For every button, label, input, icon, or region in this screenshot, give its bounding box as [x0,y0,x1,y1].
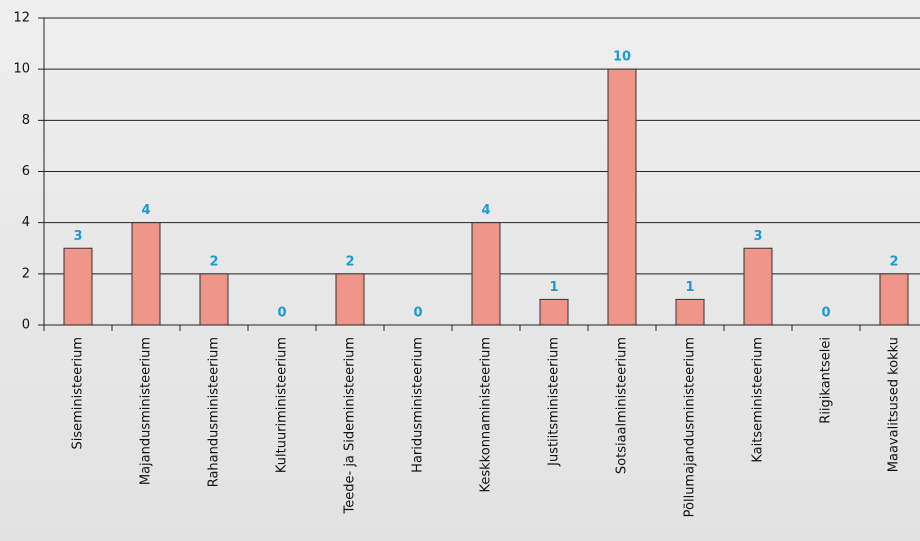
value-label: 4 [141,203,150,218]
x-tick-label: Rahandusministeerium [207,337,222,487]
value-label: 3 [73,229,82,244]
y-tick-label: 6 [22,164,30,179]
y-tick-label: 0 [22,318,30,333]
x-tick-label: Teede- ja Sideministeerium [343,337,358,514]
value-label: 3 [753,229,762,244]
bar [676,299,704,325]
y-tick-label: 12 [13,11,30,26]
y-tick-label: 2 [22,266,30,281]
value-label: 2 [889,254,898,269]
bar [608,69,636,325]
x-tick-label: Riigikantselei [819,337,834,424]
bar [336,274,364,325]
value-label: 2 [345,254,354,269]
x-tick-label: Siseministeerium [71,337,86,450]
bar [64,248,92,325]
x-tick-label: Maavalitsused kokku [887,337,902,472]
value-label: 1 [685,280,694,295]
bar [132,223,160,325]
value-label: 1 [549,280,558,295]
bar [880,274,908,325]
x-tick-label: Kultuuriministeerium [275,337,290,473]
bar [200,274,228,325]
bar [472,223,500,325]
x-tick-label: Haridusministeerium [411,337,426,473]
value-label: 0 [821,306,830,321]
x-tick-label: Kaitseministeerium [751,337,766,463]
x-tick-label: Sotsiaalministeerium [615,337,630,474]
value-label: 4 [481,203,490,218]
x-tick-label: Justiitsministeerium [547,337,562,467]
value-label: 10 [613,50,631,65]
bar [540,299,568,325]
chart: 0246810123Siseministeerium4Majandusminis… [0,0,920,541]
x-tick-label: Põllumajandusministeerium [683,337,698,517]
y-tick-label: 10 [13,62,30,77]
bar [744,248,772,325]
value-label: 0 [277,306,286,321]
x-tick-label: Keskkonnaministeerium [479,337,494,493]
x-tick-label: Majandusministeerium [139,337,154,485]
y-tick-label: 4 [22,215,30,230]
value-label: 2 [209,254,218,269]
value-label: 0 [413,306,422,321]
y-tick-label: 8 [22,113,30,128]
